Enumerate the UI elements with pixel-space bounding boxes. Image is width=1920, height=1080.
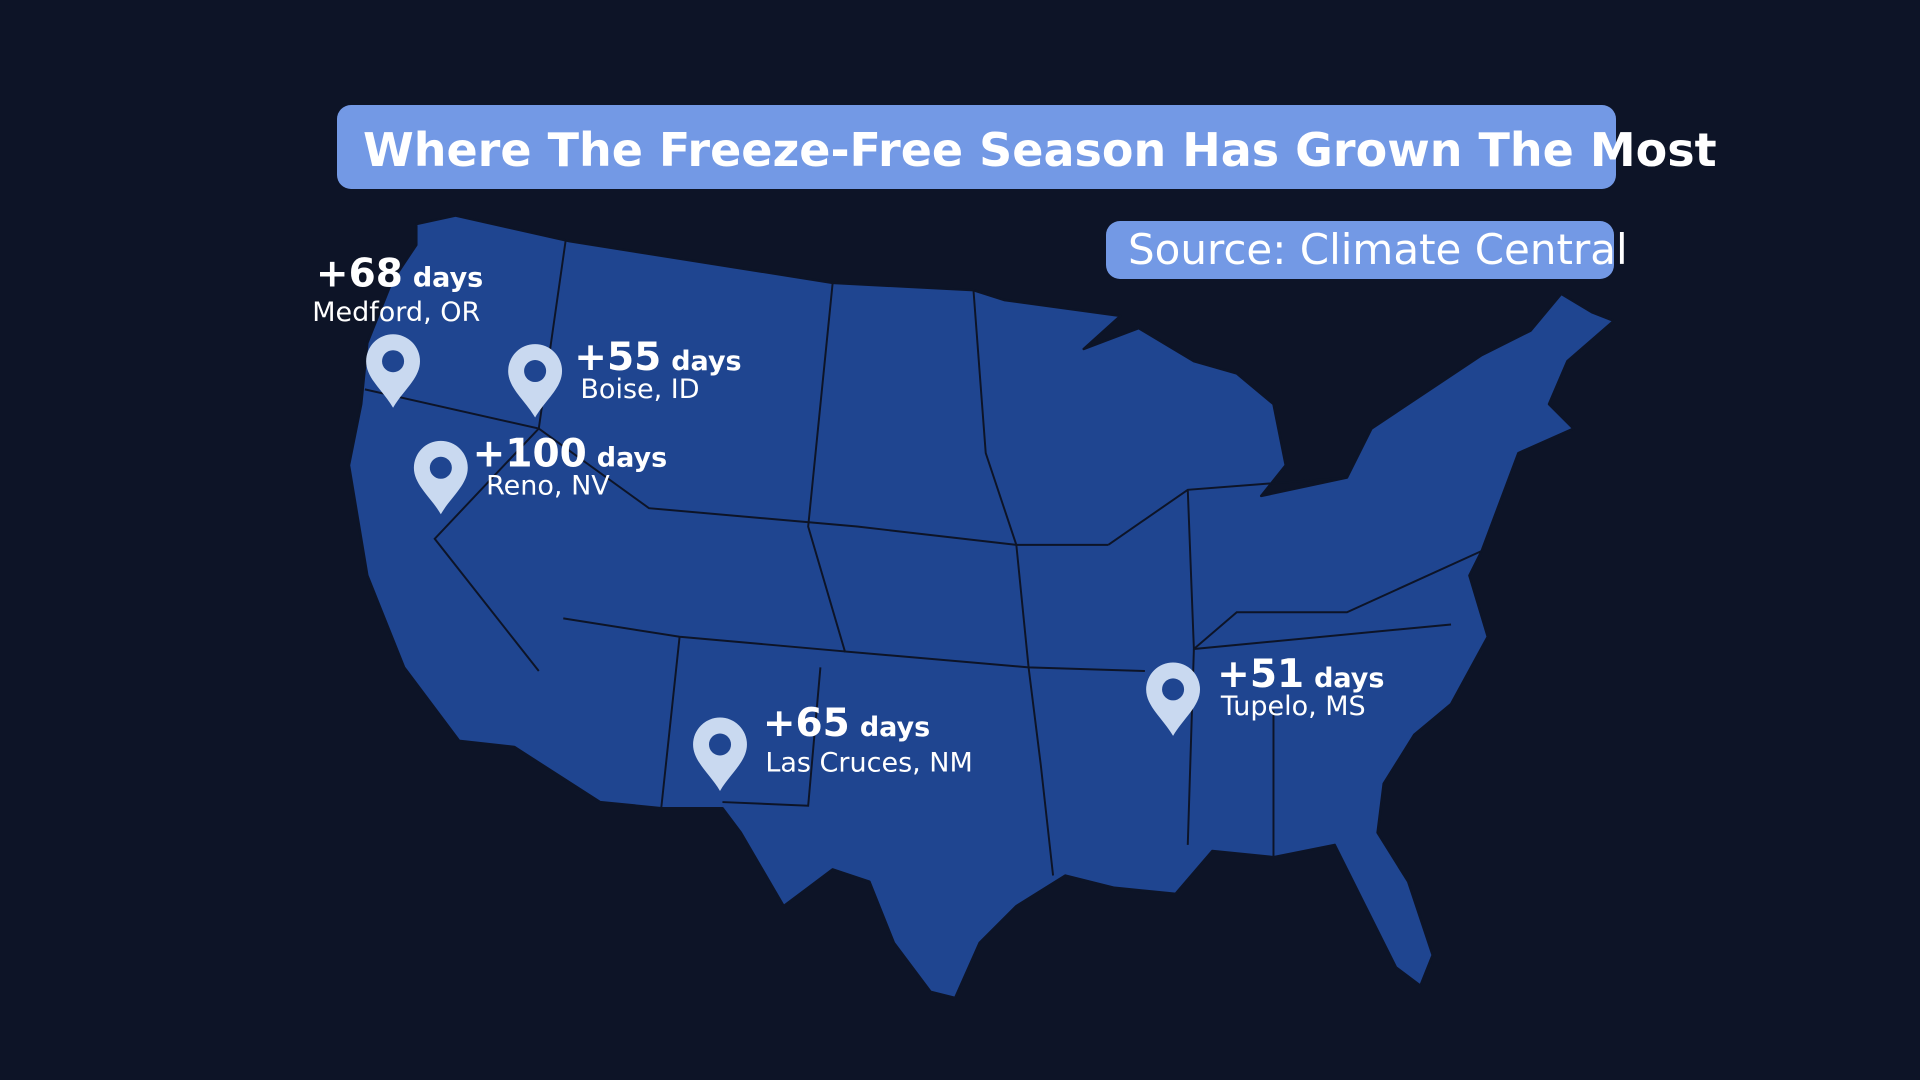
value-number: +68 (316, 252, 403, 297)
location-city: Reno, NV (486, 471, 610, 502)
pin-dot (429, 456, 452, 479)
value-unit: days (1314, 663, 1384, 694)
pin-dot (708, 733, 732, 756)
value-number: +65 (763, 701, 850, 746)
pin-dot (1162, 678, 1185, 701)
location-pin (693, 717, 747, 792)
location-city: Boise, ID (580, 374, 699, 405)
location-pin (1146, 662, 1201, 736)
title-box (337, 105, 1616, 189)
value-unit: days (413, 263, 483, 294)
location-pin (366, 334, 421, 408)
location-pin (413, 440, 468, 515)
location-value: +100 days (473, 432, 667, 477)
location-value: +68 days (316, 252, 483, 297)
us-outline (347, 214, 1616, 1000)
value-unit: days (597, 443, 667, 474)
value-number: +51 (1217, 652, 1304, 697)
location-value: +55 days (574, 335, 741, 380)
title: Where The Freeze-Free Season Has Grown T… (363, 123, 1717, 177)
value-unit: days (860, 712, 930, 743)
location-value: +51 days (1217, 652, 1384, 697)
pin-dot (524, 360, 547, 383)
location-pin (508, 344, 563, 418)
value-number: +100 (473, 432, 587, 477)
source: Source: Climate Central (1128, 225, 1628, 274)
us-map (347, 214, 1616, 1000)
source-box (1106, 221, 1614, 279)
location-city: Tupelo, MS (1220, 691, 1366, 722)
pin-dot (382, 350, 405, 373)
value-number: +55 (574, 335, 661, 380)
value-unit: days (671, 346, 741, 377)
location-city: Medford, OR (312, 297, 480, 328)
location-city: Las Cruces, NM (765, 747, 972, 778)
location-value: +65 days (763, 701, 930, 746)
